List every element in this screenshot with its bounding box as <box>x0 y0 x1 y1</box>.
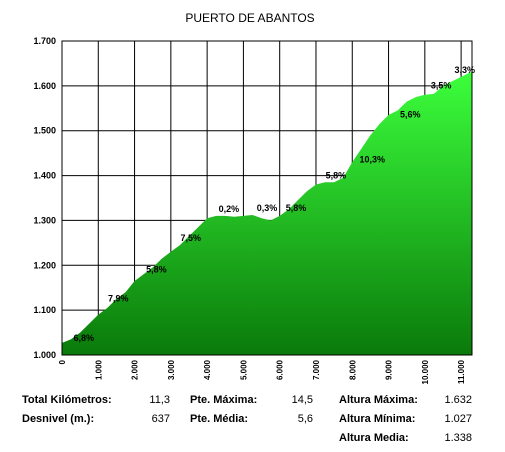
x-tick-label: 6.000 <box>276 359 285 380</box>
x-axis-ticks: 0 1.000 2.000 3.000 4.000 5.000 6.000 7.000 8.00… <box>58 359 466 384</box>
stat-alt-max-label: Altura Máxima: <box>339 394 418 406</box>
chart-title: PUERTO DE ABANTOS <box>185 11 314 25</box>
segment-gradient-label: 3,5% <box>431 81 452 91</box>
segment-gradient-label: 0,2% <box>219 204 240 214</box>
segment-gradient-label: 7,9% <box>108 294 129 304</box>
x-tick-label: 5.000 <box>239 359 248 380</box>
stat-alt-max-value: 1.632 <box>444 394 472 406</box>
stat-pte-max-label: Pte. Máxima: <box>190 394 258 406</box>
stat-total-km-label: Total Kilómetros: <box>22 394 112 406</box>
x-tick-label: 8.000 <box>348 359 357 380</box>
x-tick-label: 0 <box>58 359 67 364</box>
x-tick-label: 9.000 <box>385 359 394 380</box>
stat-desnivel-value: 637 <box>151 413 170 425</box>
y-tick-label: 1.000 <box>33 350 56 360</box>
stat-pte-max-value: 14,5 <box>291 394 313 406</box>
segment-gradient-label: 5,8% <box>326 170 347 180</box>
segment-gradient-label: 3,3% <box>454 65 475 75</box>
y-tick-label: 1.200 <box>33 260 56 270</box>
stat-desnivel-label: Desnivel (m.): <box>22 413 95 425</box>
x-tick-label: 4.000 <box>203 359 212 380</box>
y-tick-label: 1.600 <box>33 81 56 91</box>
x-tick-label: 11.000 <box>457 359 466 384</box>
segment-gradient-labels: 6,8% 7,9% 5,8% 7,5% 0,2% 0,3% 5,8% 5,8% 10,3% 5,6… <box>74 65 475 343</box>
x-tick-label: 1.000 <box>94 359 103 380</box>
stat-pte-media-value: 5,6 <box>297 413 313 425</box>
stat-alt-min-label: Altura Mínima: <box>339 413 416 425</box>
x-tick-label: 7.000 <box>312 359 321 380</box>
y-tick-label: 1.300 <box>33 215 56 225</box>
segment-gradient-label: 5,8% <box>146 265 167 275</box>
stat-pte-media-label: Pte. Média: <box>190 413 249 425</box>
segment-gradient-label: 6,8% <box>74 333 95 343</box>
segment-gradient-label: 5,6% <box>400 110 421 120</box>
stat-alt-min-value: 1.027 <box>444 413 472 425</box>
y-axis-ticks: 1.000 1.100 1.200 1.300 1.400 1.500 1.600 1.700 <box>33 36 56 360</box>
elevation-area <box>62 71 472 355</box>
plot-border <box>61 40 473 356</box>
stat-alt-media-label: Altura Media: <box>339 432 409 444</box>
segment-gradient-label: 10,3% <box>359 155 385 165</box>
segment-gradient-label: 5,8% <box>286 203 307 213</box>
segment-gradient-label: 7,5% <box>181 233 202 243</box>
elevation-profile-chart: PUERTO DE ABANTOS 1.0001.1001.2001.3001.… <box>33 11 475 384</box>
y-tick-label: 1.700 <box>33 36 56 46</box>
route-stats-panel: Total Kilómetros: 11,3 Desnivel (m.): 63… <box>0 388 505 452</box>
y-tick-label: 1.100 <box>33 305 56 315</box>
plot-frame <box>61 40 473 356</box>
x-tick-label: 10.000 <box>421 359 430 384</box>
y-tick-label: 1.400 <box>33 171 56 181</box>
x-tick-label: 2.000 <box>131 359 140 380</box>
stat-alt-media-value: 1.338 <box>444 432 472 444</box>
stat-total-km-value: 11,3 <box>149 394 170 406</box>
x-tick-label: 3.000 <box>167 359 176 380</box>
segment-gradient-label: 0,3% <box>257 203 278 213</box>
y-tick-label: 1.500 <box>33 126 56 136</box>
